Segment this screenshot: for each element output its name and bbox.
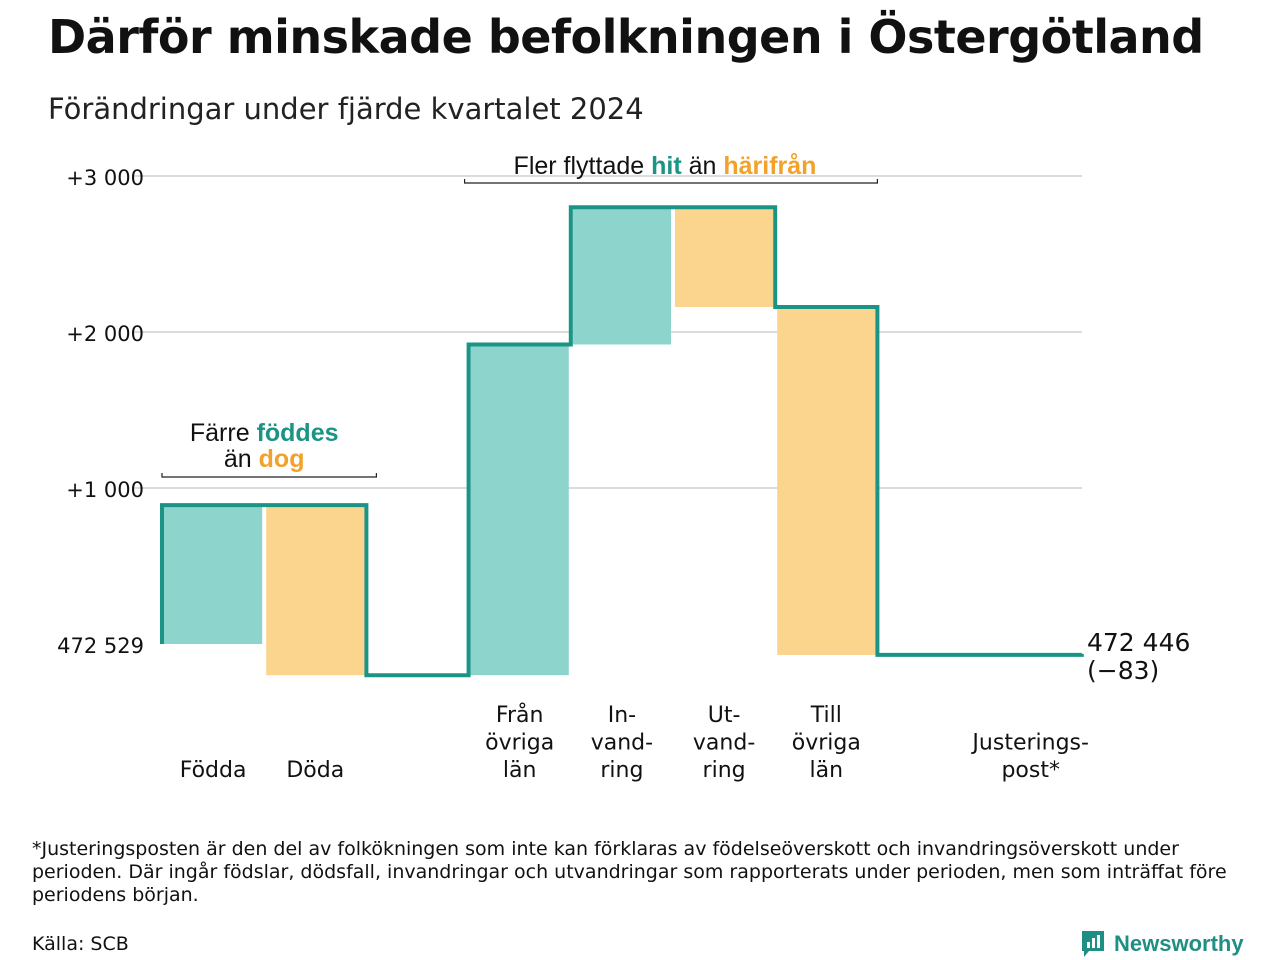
category-label: Till (810, 703, 842, 728)
annotation-segment: än (224, 445, 259, 473)
footnote: *Justeringsposten är den del av folkökni… (32, 838, 1227, 906)
category-label: Från (496, 702, 544, 728)
annotation-text: Färre föddes (190, 419, 339, 447)
category-label: län (810, 758, 844, 783)
bar-1 (266, 505, 365, 676)
waterfall-chart: 472 529 +1 000 +2 000 +3 000 Födda Döda Från ö… (57, 152, 1190, 783)
category-label: post* (1001, 758, 1060, 783)
annotation-text: Fler flyttade hit än härifrån (514, 152, 817, 180)
category-label: ring (703, 758, 746, 783)
newsworthy-logo-icon (1082, 931, 1104, 957)
annotation-segment: härifrån (723, 152, 816, 180)
category-label: Födda (180, 758, 247, 783)
annotation-bracket (464, 179, 878, 184)
y-tick-labels: 472 529 +1 000 +2 000 +3 000 (57, 166, 144, 658)
bars (164, 207, 876, 676)
chart-subtitle: Förändringar under fjärde kvartalet 2024 (48, 92, 644, 126)
category-label: län (503, 758, 537, 783)
annotation-segment: föddes (257, 419, 339, 447)
category-label: vand- (693, 731, 755, 756)
category-labels: Födda DödaFrånövrigalänIn-vand-ringUt-van… (180, 702, 1089, 783)
step-lines (160, 205, 1084, 678)
y-tick-label: +3 000 (66, 166, 144, 190)
bar-0 (164, 505, 263, 644)
step-line (160, 205, 1084, 678)
annotation-segment: än (682, 152, 724, 180)
y-tick-label: +2 000 (66, 322, 144, 346)
end-value-label: 472 446 (1087, 628, 1190, 657)
category-label: In- (608, 703, 636, 728)
end-value-label: 472 446(−83) (1087, 628, 1190, 685)
bar-6 (777, 307, 876, 655)
brand-logo: Newsworthy (1080, 928, 1244, 960)
bar-4 (572, 207, 671, 345)
bar-3 (470, 344, 569, 676)
annotation-segment: dog (259, 445, 305, 473)
y-tick-label: 472 529 (57, 634, 144, 658)
category-label: övriga (792, 731, 861, 756)
bar-5 (675, 207, 774, 308)
category-label: Döda (286, 758, 344, 783)
annotation-bracket (161, 473, 377, 478)
annotation-segment: Fler flyttade (514, 152, 652, 180)
brand-name: Newsworthy (1114, 931, 1244, 956)
annotation-text: än dog (224, 445, 305, 473)
y-tick-label: +1 000 (66, 478, 144, 502)
annotation-segment: hit (651, 152, 682, 180)
end-change-label: (−83) (1087, 656, 1159, 685)
annotation-segment: Färre (190, 419, 257, 447)
category-label: vand- (591, 731, 653, 756)
category-label: Ut- (708, 703, 741, 728)
category-label: Justerings- (970, 731, 1089, 756)
chart-title: Därför minskade befolkningen i Östergötl… (48, 10, 1204, 64)
category-label: ring (600, 758, 643, 783)
category-label: övriga (485, 731, 554, 756)
source-note: Källa: SCB (32, 933, 129, 955)
